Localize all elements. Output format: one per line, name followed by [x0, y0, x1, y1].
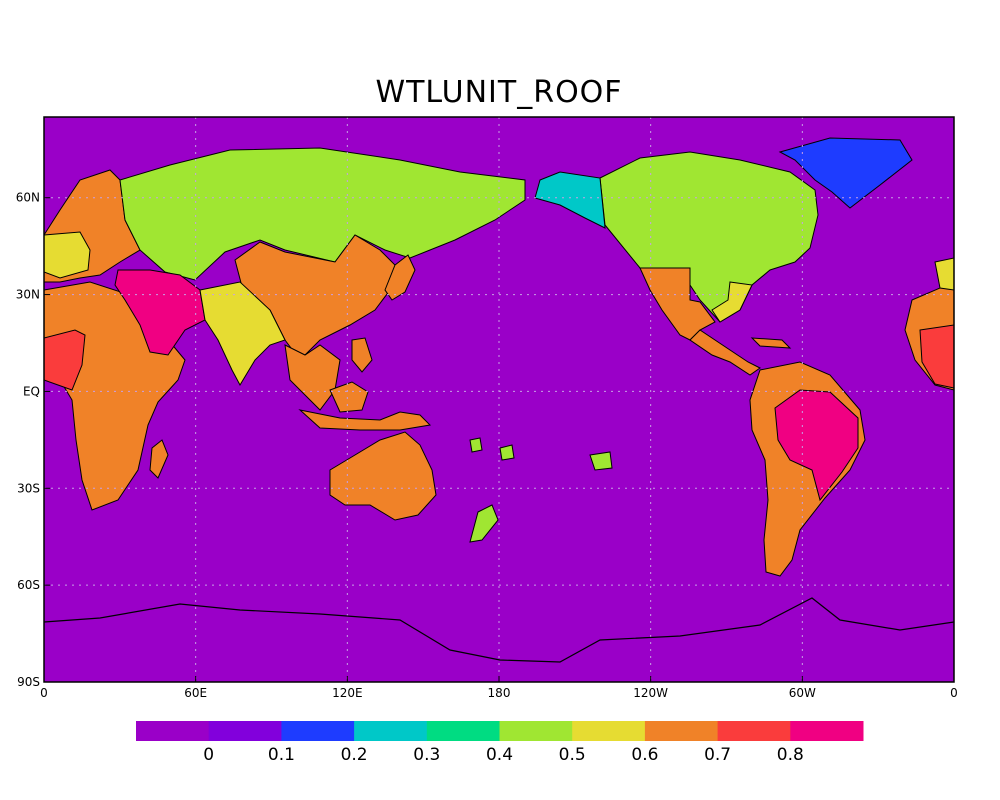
region-brazil: [774, 389, 859, 502]
colorbar: 0 0.1 0.2 0.3 0.4 0.5 0.6 0.7 0.8: [136, 721, 864, 765]
region-us-east: [711, 281, 753, 323]
region-pacific-islands: [469, 437, 613, 471]
colorbar-swatch: [499, 721, 573, 741]
region-russia: [119, 147, 526, 281]
region-new-zealand: [469, 504, 499, 543]
region-alaska: [534, 171, 606, 229]
y-tick-label: 90S: [17, 675, 40, 689]
y-axis: 60N 30N EQ 30S 60S 90S: [16, 191, 50, 689]
region-philippines: [351, 337, 373, 373]
region-caribbean: [750, 337, 792, 349]
colorbar-label: 0.6: [631, 745, 658, 765]
x-tick-label: 180: [488, 686, 511, 700]
y-tick-label: 60N: [16, 191, 40, 205]
colorbar-label: 0.4: [486, 745, 513, 765]
region-japan: [384, 254, 416, 301]
colorbar-swatch: [644, 721, 719, 741]
y-tick-label: 60S: [17, 578, 40, 592]
x-axis: 0 60E 120E 180 120W 60W 0: [40, 676, 958, 700]
colorbar-swatch: [426, 721, 500, 741]
region-madagascar: [149, 439, 169, 479]
region-borneo: [329, 381, 369, 413]
colorbar-label: 0.5: [559, 745, 586, 765]
y-tick-label: 30N: [16, 288, 40, 302]
x-tick-label: 120E: [332, 686, 363, 700]
y-tick-label: 30S: [17, 481, 40, 495]
colorbar-swatch: [281, 721, 355, 741]
x-tick-label: 0: [40, 686, 48, 700]
colorbar-swatch: [208, 721, 282, 741]
colorbar-label: 0.3: [413, 745, 440, 765]
colorbar-label: 0.1: [268, 745, 295, 765]
x-tick-label: 60W: [789, 686, 816, 700]
colorbar-label: 0.2: [341, 745, 368, 765]
region-indonesia: [298, 409, 432, 431]
land-regions: [44, 137, 954, 577]
region-west-africa-wrap: [919, 324, 954, 389]
colorbar-swatch: [354, 721, 428, 741]
region-middle-east: [114, 269, 206, 356]
x-tick-label: 120W: [633, 686, 668, 700]
x-tick-label: 60E: [184, 686, 207, 700]
colorbar-swatch: [790, 721, 864, 741]
y-tick-label: EQ: [23, 384, 40, 398]
graticule: [44, 117, 954, 682]
colorbar-label: 0.7: [704, 745, 731, 765]
region-greenland: [778, 137, 913, 209]
map-title: WTLUNIT_ROOF: [375, 75, 622, 110]
colorbar-swatch: [572, 721, 646, 741]
region-europe-wrap: [934, 257, 954, 291]
antarctica-coastline: [44, 597, 954, 663]
region-west-africa: [44, 329, 86, 391]
region-central-america: [689, 329, 761, 376]
colorbar-swatch: [717, 721, 791, 741]
colorbar-label: 0: [203, 745, 214, 765]
colorbar-swatch: [136, 721, 210, 741]
region-w-europe: [44, 231, 91, 279]
region-india: [199, 281, 286, 387]
x-tick-label: 0: [950, 686, 958, 700]
region-australia: [329, 431, 437, 521]
colorbar-label: 0.8: [777, 745, 804, 765]
